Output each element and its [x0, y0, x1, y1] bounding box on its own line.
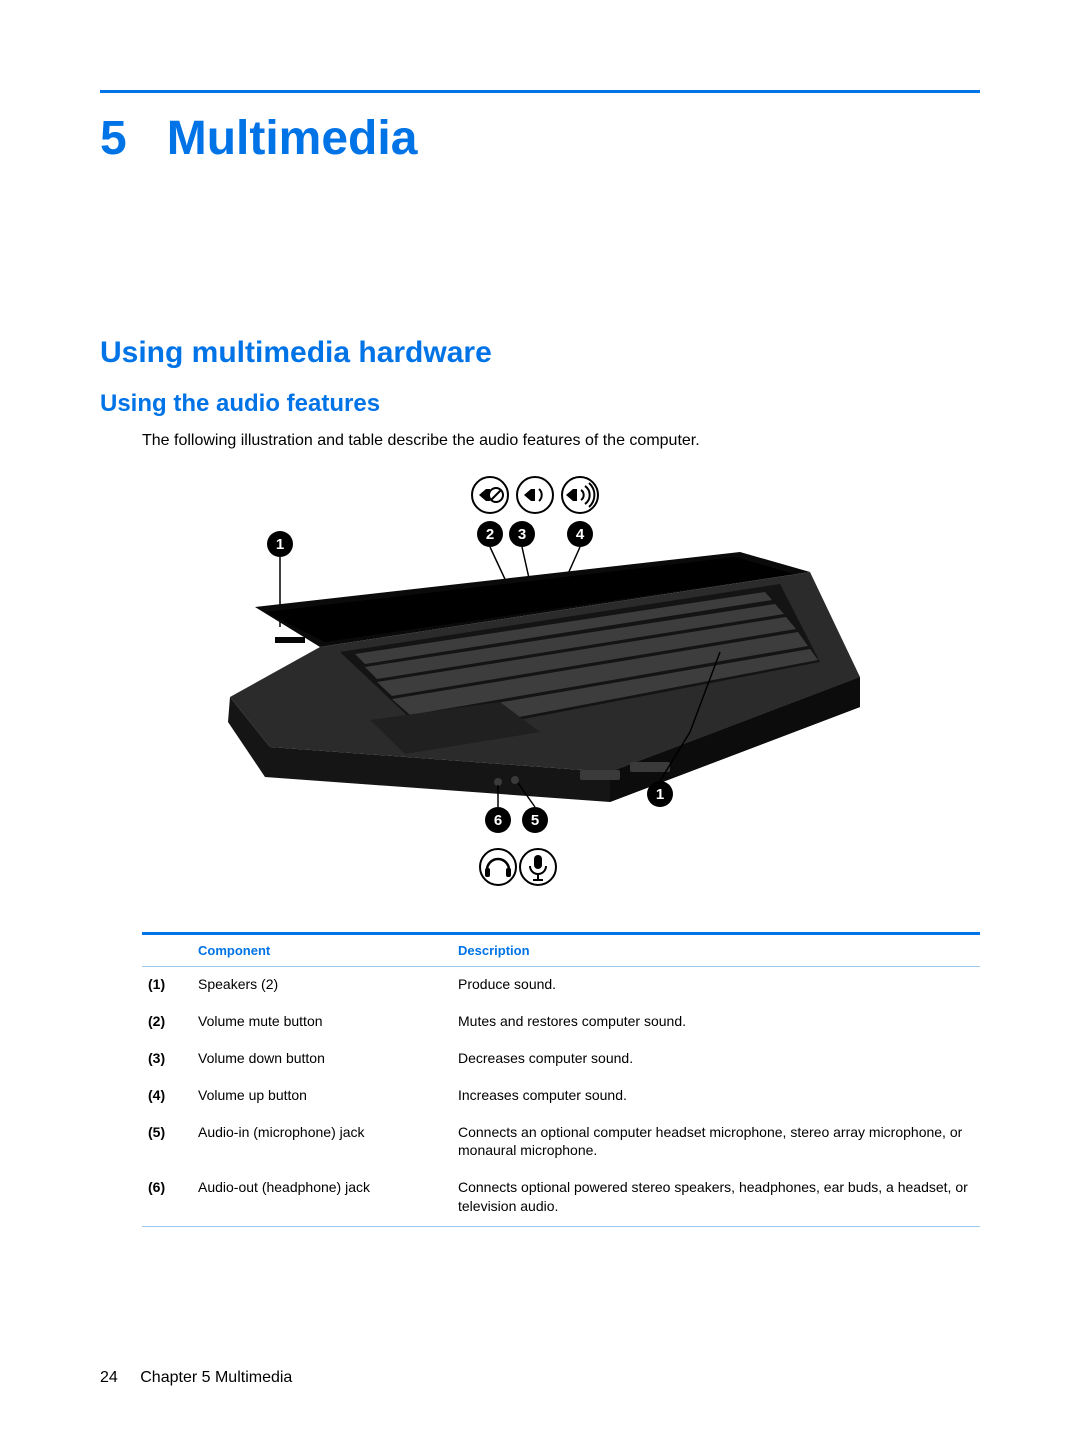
volume-up-icon — [562, 477, 598, 513]
row-num: (5) — [142, 1115, 192, 1171]
callout-badge-4: 4 — [567, 521, 593, 547]
svg-text:3: 3 — [518, 526, 526, 543]
callout-badge-5: 5 — [522, 807, 548, 833]
microphone-icon — [520, 849, 556, 885]
intro-paragraph: The following illustration and table des… — [142, 432, 980, 450]
row-component: Volume mute button — [192, 1004, 452, 1041]
row-num: (2) — [142, 1004, 192, 1041]
laptop-svg: 1 2 3 4 — [180, 472, 900, 902]
row-description: Connects optional powered stereo speaker… — [452, 1170, 980, 1226]
svg-text:6: 6 — [494, 812, 502, 829]
row-component: Audio-out (headphone) jack — [192, 1170, 452, 1226]
col-header-component: Component — [192, 934, 452, 967]
callout-badge-6: 6 — [485, 807, 511, 833]
callout-badge-2: 2 — [477, 521, 503, 547]
row-description: Decreases computer sound. — [452, 1041, 980, 1078]
subsection-heading: Using the audio features — [100, 390, 980, 418]
row-num: (4) — [142, 1078, 192, 1115]
table-row: (1) Speakers (2) Produce sound. — [142, 967, 980, 1004]
svg-text:4: 4 — [576, 526, 585, 543]
table-row: (6) Audio-out (headphone) jack Connects … — [142, 1170, 980, 1226]
col-spacer — [142, 934, 192, 967]
row-num: (6) — [142, 1170, 192, 1226]
row-description: Produce sound. — [452, 967, 980, 1004]
callout-badge-3: 3 — [509, 521, 535, 547]
footer-chapter-label: Chapter 5 Multimedia — [140, 1369, 292, 1386]
headphone-icon — [480, 849, 516, 885]
section-heading: Using multimedia hardware — [100, 336, 980, 370]
callout-badge-1-top: 1 — [267, 531, 293, 557]
row-component: Audio-in (microphone) jack — [192, 1115, 452, 1171]
table-row: (3) Volume down button Decreases compute… — [142, 1041, 980, 1078]
row-component: Volume up button — [192, 1078, 452, 1115]
row-description: Mutes and restores computer sound. — [452, 1004, 980, 1041]
laptop-body — [228, 552, 860, 802]
row-description: Connects an optional computer headset mi… — [452, 1115, 980, 1171]
svg-text:5: 5 — [531, 812, 539, 829]
table-row: (2) Volume mute button Mutes and restore… — [142, 1004, 980, 1041]
chapter-title: Multimedia — [167, 112, 418, 165]
top-rule-divider — [100, 90, 980, 93]
svg-text:1: 1 — [276, 536, 284, 553]
laptop-illustration: 1 2 3 4 — [100, 472, 980, 902]
row-num: (3) — [142, 1041, 192, 1078]
row-component: Speakers (2) — [192, 967, 452, 1004]
chapter-heading: 5 Multimedia — [100, 111, 980, 166]
svg-text:1: 1 — [656, 786, 664, 803]
page-footer: 24 Chapter 5 Multimedia — [100, 1369, 292, 1387]
callout-badge-1-right: 1 — [647, 781, 673, 807]
table-row: (5) Audio-in (microphone) jack Connects … — [142, 1115, 980, 1171]
col-header-description: Description — [452, 934, 980, 967]
table-header-row: Component Description — [142, 934, 980, 967]
svg-text:2: 2 — [486, 526, 494, 543]
volume-mute-icon — [472, 477, 508, 513]
row-num: (1) — [142, 967, 192, 1004]
table-row: (4) Volume up button Increases computer … — [142, 1078, 980, 1115]
volume-down-icon — [517, 477, 553, 513]
page-container: 5 Multimedia Using multimedia hardware Us… — [0, 0, 1080, 1267]
chapter-number: 5 — [100, 111, 127, 166]
row-component: Volume down button — [192, 1041, 452, 1078]
page-number: 24 — [100, 1369, 118, 1386]
row-description: Increases computer sound. — [452, 1078, 980, 1115]
components-table: Component Description (1) Speakers (2) P… — [142, 932, 980, 1227]
